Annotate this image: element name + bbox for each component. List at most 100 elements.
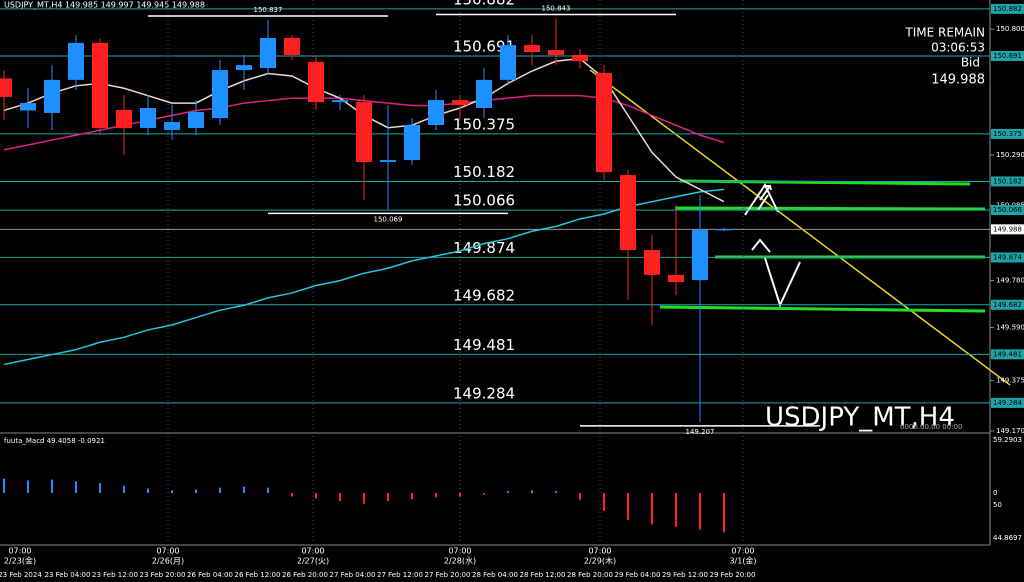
bid-text: 149.988: [931, 73, 985, 88]
level-box: [991, 397, 1024, 408]
macd-bar: [531, 490, 533, 493]
macd-label: fuuta_Macd 49.4058 -0.0921: [4, 437, 105, 445]
macd-axis-label: 59.2903: [993, 436, 1022, 444]
candle-body: [380, 160, 396, 162]
macd-bar: [291, 493, 293, 497]
candle-body: [404, 125, 420, 161]
candle-body: [524, 45, 540, 53]
x-tick-label: 28 Feb 20:00: [567, 571, 613, 579]
candle-body: [500, 45, 516, 80]
day-time: 07:00: [448, 547, 471, 556]
header: USDJPY_MT,H4 149.985 149.997 149.945 149…: [4, 1, 205, 10]
macd-bar: [75, 481, 77, 493]
macd-bar: [339, 493, 341, 502]
candle-body: [236, 65, 252, 71]
x-tick-label: 29 Feb 12:00: [662, 571, 708, 579]
level-label: 149.284: [453, 384, 515, 402]
level-box: [991, 3, 1024, 14]
x-tick-label: 29 Feb 20:00: [710, 571, 756, 579]
hl-label: 150.837: [254, 6, 283, 14]
x-tick-label: 23 Feb 20:00: [140, 571, 186, 579]
info-text: 03:06:53: [931, 41, 985, 55]
x-tick-label: 23 Feb 04:00: [45, 571, 91, 579]
x-tick-label: 26 Feb 12:00: [235, 571, 281, 579]
macd-bar: [723, 493, 725, 533]
bid-box: [991, 224, 1024, 235]
macd-bar: [195, 489, 197, 493]
x-tick-label: 28 Feb 12:00: [520, 571, 566, 579]
level-box: [991, 252, 1024, 263]
macd-bar: [147, 488, 149, 493]
x-tick-label: 29 Feb 04:00: [615, 571, 661, 579]
macd-bar: [651, 493, 653, 525]
y-tick-label: 149.780: [996, 277, 1024, 285]
candle-body: [164, 122, 180, 130]
macd-bar: [27, 480, 29, 493]
info-text: Bid: [961, 56, 980, 70]
level-box: [991, 349, 1024, 360]
candle-body: [140, 108, 156, 128]
day-date: 3/1(金): [729, 556, 756, 566]
level-box: [991, 128, 1024, 139]
candle-body: [596, 72, 612, 173]
y-tick-label: 149.170: [996, 427, 1024, 435]
candle-body: [44, 79, 60, 113]
macd-bar: [267, 487, 269, 493]
candle-body: [428, 100, 444, 126]
candle-body: [452, 100, 468, 106]
macd-bar: [243, 486, 245, 493]
candle-body: [716, 229, 732, 231]
day-date: 2/27(火): [297, 557, 329, 566]
x-tick-label: 27 Feb 04:00: [330, 571, 376, 579]
level-label: 149.874: [453, 239, 515, 257]
macd-bar: [315, 493, 317, 499]
level-box-label: 150.066: [993, 206, 1022, 214]
day-time: 07:00: [301, 547, 324, 556]
candle-body: [92, 42, 108, 128]
candle-body: [116, 109, 132, 128]
stamp: 0000.00.00 00:00: [900, 423, 962, 431]
level-box-label: 149.284: [993, 399, 1022, 407]
level-box-label: 150.375: [993, 130, 1022, 138]
day-date: 2/28(水): [444, 556, 476, 566]
macd-bar: [675, 493, 677, 527]
macd-bar: [123, 485, 125, 493]
macd-bar: [51, 479, 53, 493]
macd-bar: [387, 493, 389, 502]
level-box-label: 150.882: [993, 5, 1022, 13]
day-time: 07:00: [588, 547, 611, 556]
macd-bar: [555, 491, 557, 493]
level-box-label: 150.691: [993, 52, 1022, 60]
level-label: 150.691: [453, 37, 515, 55]
macd-bar: [507, 491, 509, 493]
macd-bar: [363, 493, 365, 504]
x-tick-label: 28 Feb 04:00: [472, 571, 518, 579]
macd-bar: [219, 487, 221, 493]
candle-body: [68, 42, 84, 80]
y-tick-label: 150.800: [996, 25, 1024, 33]
candle-body: [20, 103, 36, 111]
macd-bar: [459, 493, 461, 497]
hl-label: 149.207: [686, 428, 715, 436]
candle-body: [308, 61, 324, 103]
candle-body: [476, 79, 492, 108]
candle-body: [260, 37, 276, 69]
macd-bar: [483, 493, 485, 495]
candle-body: [356, 102, 372, 162]
day-time: 07:00: [8, 547, 31, 556]
watermark: USDJPY_MT,H4: [765, 403, 955, 433]
candle-body: [692, 230, 708, 281]
x-tick-label: 26 Feb 20:00: [282, 571, 328, 579]
macd-bar: [3, 478, 5, 493]
macd-axis-label: 0: [993, 489, 997, 497]
level-box: [991, 205, 1024, 216]
level-box: [991, 299, 1024, 310]
x-tick-label: 23 Feb 12:00: [92, 571, 138, 579]
level-label: 150.375: [453, 115, 515, 133]
candle-body: [668, 274, 684, 283]
candle-body: [284, 37, 300, 55]
candle-body: [572, 54, 588, 62]
y-tick-label: 149.375: [996, 376, 1024, 384]
x-tick-label: 23 Feb 2024: [0, 571, 42, 579]
level-label: 150.066: [453, 192, 515, 210]
